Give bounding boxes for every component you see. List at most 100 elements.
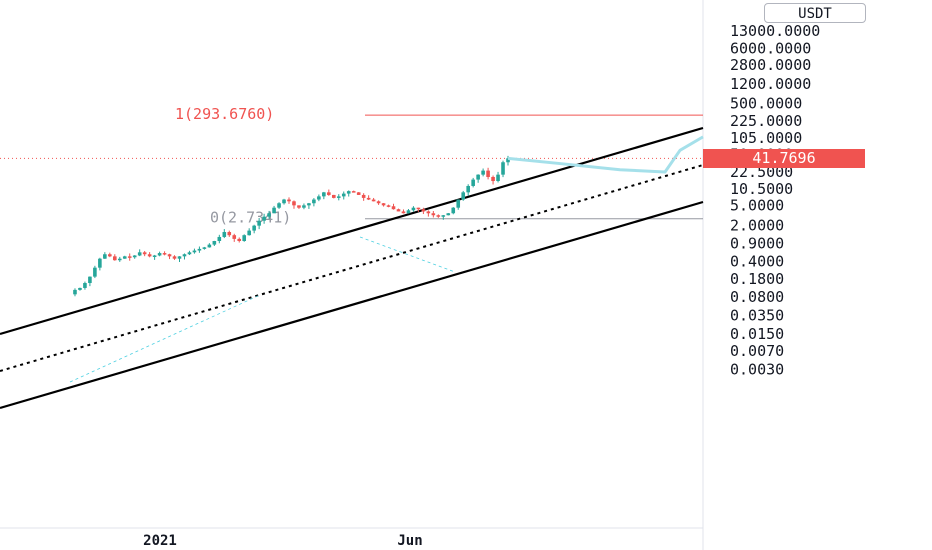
candle-body bbox=[137, 252, 142, 256]
candle-body bbox=[222, 232, 227, 237]
candle-body bbox=[376, 201, 381, 204]
candle-body bbox=[416, 207, 421, 210]
candle-body bbox=[371, 199, 376, 202]
candle-body bbox=[202, 247, 207, 249]
currency-selector[interactable]: USDT bbox=[764, 3, 866, 23]
candle-body bbox=[147, 254, 152, 257]
candle-body bbox=[361, 194, 366, 198]
price-scale-label: 0.0800 bbox=[730, 288, 784, 306]
candle-body bbox=[212, 241, 217, 245]
price-scale-label: 0.0150 bbox=[730, 325, 784, 343]
candle-body bbox=[83, 283, 87, 288]
candle-body bbox=[312, 199, 316, 204]
candle-body bbox=[157, 253, 162, 256]
price-scale-label: 13000.0000 bbox=[730, 22, 820, 40]
candle-body bbox=[112, 256, 117, 261]
candle-body bbox=[262, 216, 266, 221]
candle-body bbox=[277, 203, 281, 208]
candle-body bbox=[282, 199, 286, 204]
candle-body bbox=[446, 213, 451, 216]
candle-body bbox=[167, 254, 172, 257]
candle-body bbox=[396, 209, 401, 212]
candle-body bbox=[108, 254, 112, 257]
candle-body bbox=[93, 267, 97, 277]
candle-body bbox=[346, 191, 351, 194]
candle-body bbox=[471, 179, 475, 186]
candle-body bbox=[132, 255, 137, 258]
candle-body bbox=[73, 289, 77, 295]
candle-body bbox=[103, 254, 107, 259]
candle-body bbox=[436, 215, 441, 217]
candle-body bbox=[177, 256, 182, 259]
candle-body bbox=[247, 230, 251, 236]
candle-body bbox=[421, 209, 426, 212]
candle-body bbox=[327, 192, 331, 195]
candle-body bbox=[302, 205, 306, 208]
candle-body bbox=[351, 191, 356, 193]
candle-body bbox=[476, 174, 480, 180]
candle-body bbox=[466, 185, 470, 193]
candle-body bbox=[242, 235, 247, 241]
candle-body bbox=[237, 238, 242, 241]
candle-body bbox=[152, 255, 157, 257]
price-scale-label: 0.1800 bbox=[730, 270, 784, 288]
candle-body bbox=[366, 197, 371, 200]
candle-body bbox=[386, 205, 391, 207]
candle-body bbox=[486, 170, 490, 177]
last-price-badge: 41.7696 bbox=[703, 148, 865, 168]
price-scale-label: 1200.0000 bbox=[730, 75, 811, 93]
candle-body bbox=[426, 211, 431, 214]
candle-body bbox=[431, 213, 436, 216]
candle-body bbox=[297, 205, 301, 208]
candle-body bbox=[506, 158, 510, 163]
candle-body bbox=[217, 236, 222, 241]
candle-body bbox=[322, 192, 326, 197]
candle-body bbox=[292, 201, 296, 206]
price-scale-label: 0.0030 bbox=[730, 361, 784, 379]
candle-body bbox=[391, 206, 396, 210]
candle-body bbox=[406, 210, 411, 214]
candle-body bbox=[356, 192, 361, 195]
candle-body bbox=[117, 258, 122, 261]
candle-body bbox=[331, 194, 336, 198]
price-scale-label: 0.9000 bbox=[730, 234, 784, 252]
price-scale-label: 5.0000 bbox=[730, 196, 784, 214]
candle-body bbox=[267, 213, 271, 217]
price-scale-label: 225.0000 bbox=[730, 112, 802, 130]
candle-body bbox=[78, 287, 82, 290]
price-scale-label: 0.0350 bbox=[730, 306, 784, 324]
candle-body bbox=[481, 170, 485, 175]
time-axis-label: 2021 bbox=[143, 533, 177, 549]
candle-body bbox=[381, 203, 386, 206]
candle-body bbox=[491, 176, 495, 182]
candle-body bbox=[456, 199, 461, 208]
channel-lower-line bbox=[0, 200, 704, 410]
candle-body bbox=[411, 207, 416, 211]
candle-body bbox=[172, 256, 177, 259]
trend-guide-line bbox=[359, 236, 456, 273]
candle-body bbox=[232, 235, 237, 239]
fib-level-label: 0(2.7341) bbox=[210, 209, 291, 227]
candle-body bbox=[162, 253, 167, 255]
candle-body bbox=[336, 196, 341, 198]
candle-body bbox=[88, 276, 92, 284]
candle-body bbox=[122, 256, 127, 259]
candle-body bbox=[142, 252, 147, 255]
candle-body bbox=[341, 193, 346, 197]
trend-guide-line bbox=[69, 294, 261, 383]
candle-body bbox=[401, 211, 406, 214]
price-scale-label: 105.0000 bbox=[730, 129, 802, 147]
candle-body bbox=[287, 199, 291, 202]
price-scale-label: 6000.0000 bbox=[730, 39, 811, 57]
price-scale-label: 2.0000 bbox=[730, 217, 784, 235]
channel-mid-line bbox=[0, 164, 704, 372]
price-scale-label: 10.5000 bbox=[730, 180, 793, 198]
time-axis-label: Jun bbox=[397, 533, 422, 549]
candle-body bbox=[451, 207, 456, 214]
candle-body bbox=[98, 258, 102, 268]
projection-path bbox=[507, 135, 704, 174]
price-scale-label: 500.0000 bbox=[730, 94, 802, 112]
candle-body bbox=[187, 252, 192, 255]
fib-level-label: 1(293.6760) bbox=[175, 105, 274, 123]
